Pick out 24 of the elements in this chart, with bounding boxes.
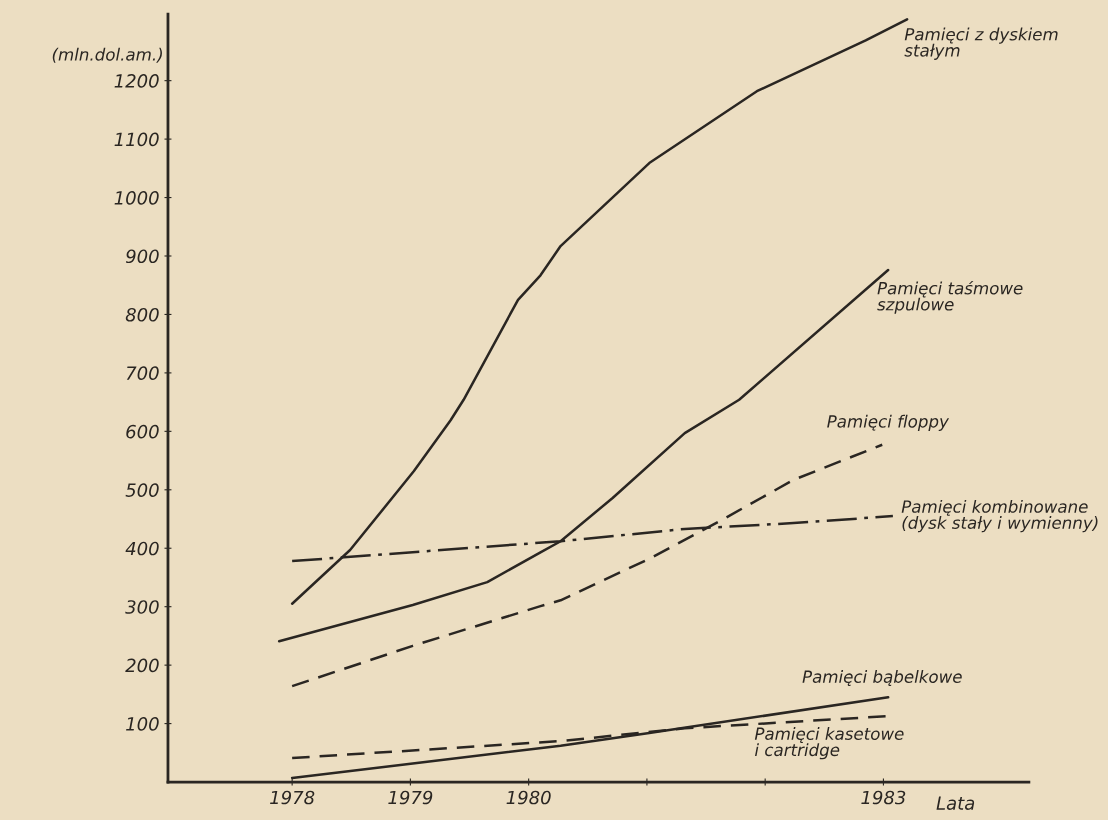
series-label: Pamięci z dyskiem stałym [904,27,1058,60]
x-tick-label: 1980 [506,790,551,805]
y-axis-title: (mln.dol.am.) [52,47,162,63]
series-label: Pamięci kasetowe i cartridge [754,727,904,760]
series-label: Pamięci bąbelkowe [802,670,962,686]
y-tick-label: 500 [125,483,159,497]
y-tick-label: 100 [126,717,159,731]
y-tick-label: 400 [125,541,159,556]
y-tick-label: 1100 [114,132,159,147]
y-tick-label: 300 [125,600,159,614]
series-label: Pamięci taśmowe szpulowe [877,280,1023,314]
y-tick-label: 800 [125,307,159,322]
x-tick-label: 1983 [861,790,906,805]
x-tick-label: 1979 [388,790,433,805]
x-axis-title: Lata [936,796,975,810]
y-tick-label: 600 [126,424,159,439]
series-label: Pamięci floppy [827,414,950,431]
series-label: Pamięci kombinowane (dysk stały i wymienny) [901,499,1098,533]
y-tick-label: 700 [126,366,159,381]
y-tick-label: 1200 [114,74,159,88]
x-tick-label: 1978 [270,790,315,805]
y-tick-label: 1000 [114,191,159,205]
y-tick-label: 200 [125,658,159,673]
y-tick-label: 900 [125,249,159,264]
